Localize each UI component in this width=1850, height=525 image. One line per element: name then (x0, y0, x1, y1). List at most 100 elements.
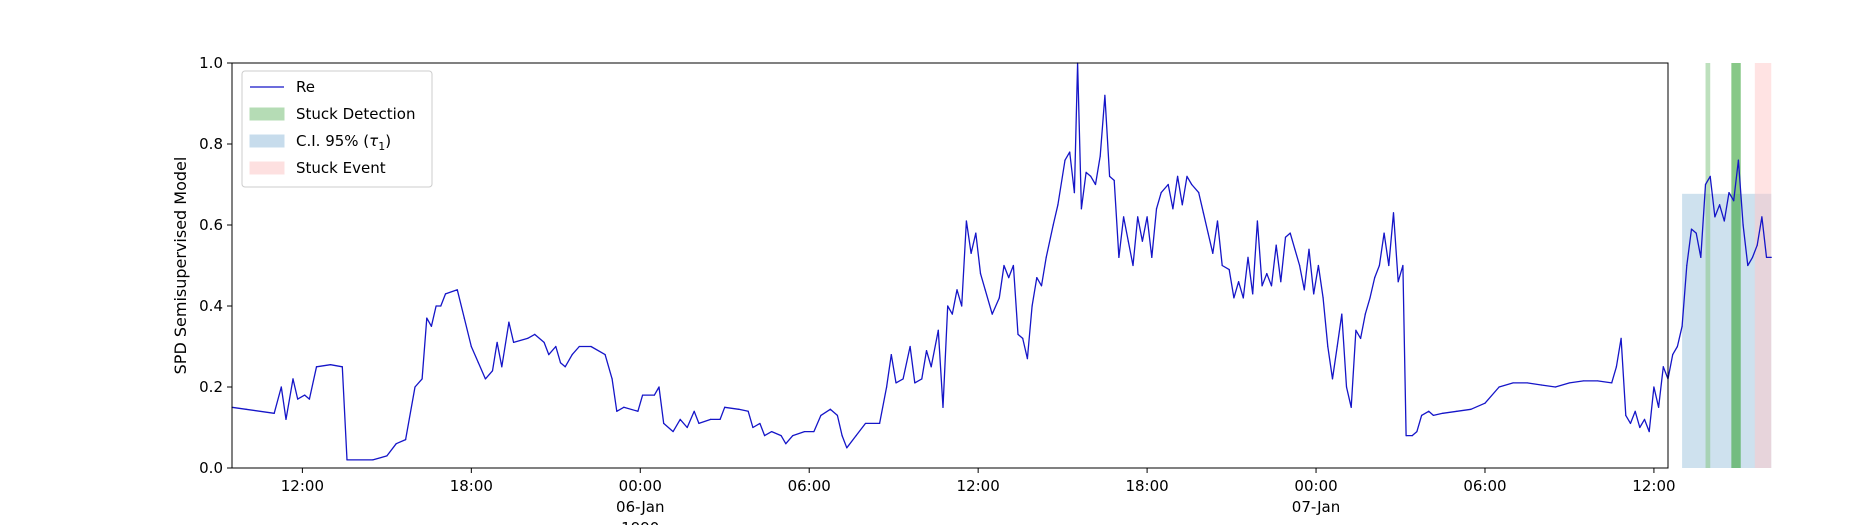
data-point (1275, 244, 1277, 246)
data-point (1388, 264, 1390, 267)
data-point (1695, 232, 1697, 234)
data-point (1270, 285, 1273, 287)
data-point (604, 354, 606, 356)
data-point (1132, 264, 1134, 267)
data-point (942, 406, 944, 408)
data-point (1012, 264, 1014, 267)
data-point (1036, 277, 1038, 279)
data-point (679, 418, 681, 420)
data-point (1317, 264, 1319, 267)
data-point (1137, 216, 1139, 218)
data-point (611, 378, 613, 380)
data-point (1127, 240, 1129, 242)
data-point (1118, 256, 1120, 258)
data-point (1331, 378, 1334, 380)
data-point (1751, 256, 1754, 258)
data-point (590, 345, 592, 348)
y-tick-label: 0.8 (199, 135, 223, 153)
data-point (1672, 354, 1674, 356)
data-point (484, 378, 487, 380)
data-point (1238, 281, 1240, 283)
data-point (820, 414, 822, 416)
data-point (1045, 256, 1047, 258)
data-point (1639, 426, 1641, 429)
data-point (792, 435, 794, 437)
legend-swatch (249, 107, 285, 121)
data-point (991, 313, 993, 315)
x-tick-label: 00:00 (619, 477, 662, 495)
data-point (1186, 175, 1188, 177)
y-axis-ticks: 0.0 0.2 0.4 0.6 0.8 1.0 (199, 54, 232, 477)
legend-swatch (249, 134, 285, 148)
data-point (1242, 297, 1244, 299)
data-point (346, 459, 348, 461)
data-point (297, 398, 299, 400)
y-tick-label: 1.0 (199, 54, 223, 72)
data-point (1322, 297, 1324, 299)
data-point (951, 313, 953, 315)
data-point (1090, 175, 1092, 177)
data-point (559, 362, 562, 364)
data-point (1397, 281, 1399, 283)
data-point (1392, 212, 1395, 214)
data-point (738, 408, 740, 410)
data-point (1690, 228, 1693, 230)
data-point (1374, 277, 1376, 279)
y-axis-label: SPD Semisupervised Model (171, 157, 190, 375)
data-point (623, 406, 625, 408)
data-point (1341, 313, 1343, 315)
data-point (998, 297, 1000, 299)
data-point (686, 426, 688, 429)
data-point (1256, 220, 1258, 222)
data-point (914, 382, 916, 384)
data-point (710, 418, 712, 420)
data-point (1770, 256, 1772, 258)
data-point (1198, 192, 1200, 194)
data-point (1719, 204, 1721, 206)
data-point (1299, 264, 1301, 267)
data-point (1761, 216, 1763, 218)
data-point (1064, 159, 1066, 161)
data-point (1756, 244, 1758, 246)
data-point (1073, 192, 1075, 194)
data-point (1040, 285, 1043, 287)
data-point (1620, 337, 1622, 339)
data-point (1057, 204, 1059, 206)
data-point (1172, 208, 1174, 210)
data-point (836, 414, 838, 416)
data-point (1094, 183, 1097, 186)
data-point (1221, 264, 1223, 267)
legend-label: C.I. 95% (τ1) (296, 132, 391, 153)
data-point (1052, 224, 1054, 226)
data-point (956, 289, 958, 291)
data-point (930, 366, 932, 368)
data-point (444, 293, 447, 295)
data-point (965, 220, 968, 222)
data-point (245, 408, 247, 410)
data-point (813, 430, 815, 433)
data-point (1155, 208, 1158, 210)
data-point (491, 370, 494, 372)
data-point (921, 378, 923, 380)
plot-frame (231, 62, 1669, 469)
data-point (1008, 277, 1010, 279)
data-point (672, 430, 674, 433)
data-point (925, 349, 928, 352)
data-point (1261, 285, 1263, 287)
data-point (555, 345, 557, 348)
data-point (1737, 159, 1739, 161)
y-tick-label: 0.4 (199, 297, 223, 315)
data-point (1080, 208, 1082, 210)
data-point (864, 422, 867, 425)
x-tick-label: 06:00 (788, 477, 831, 495)
data-point (1728, 192, 1730, 194)
legend: Re Stuck Detection C.I. 95% (τ1) Stuck Even… (241, 70, 433, 188)
data-point (1181, 204, 1183, 206)
x-tick-label: 12:00 (281, 477, 324, 495)
data-point (1765, 256, 1768, 258)
data-point (1582, 380, 1585, 382)
data-point (456, 289, 458, 291)
x-tick-label: 06:00 (1463, 477, 1506, 495)
data-point (578, 345, 580, 348)
